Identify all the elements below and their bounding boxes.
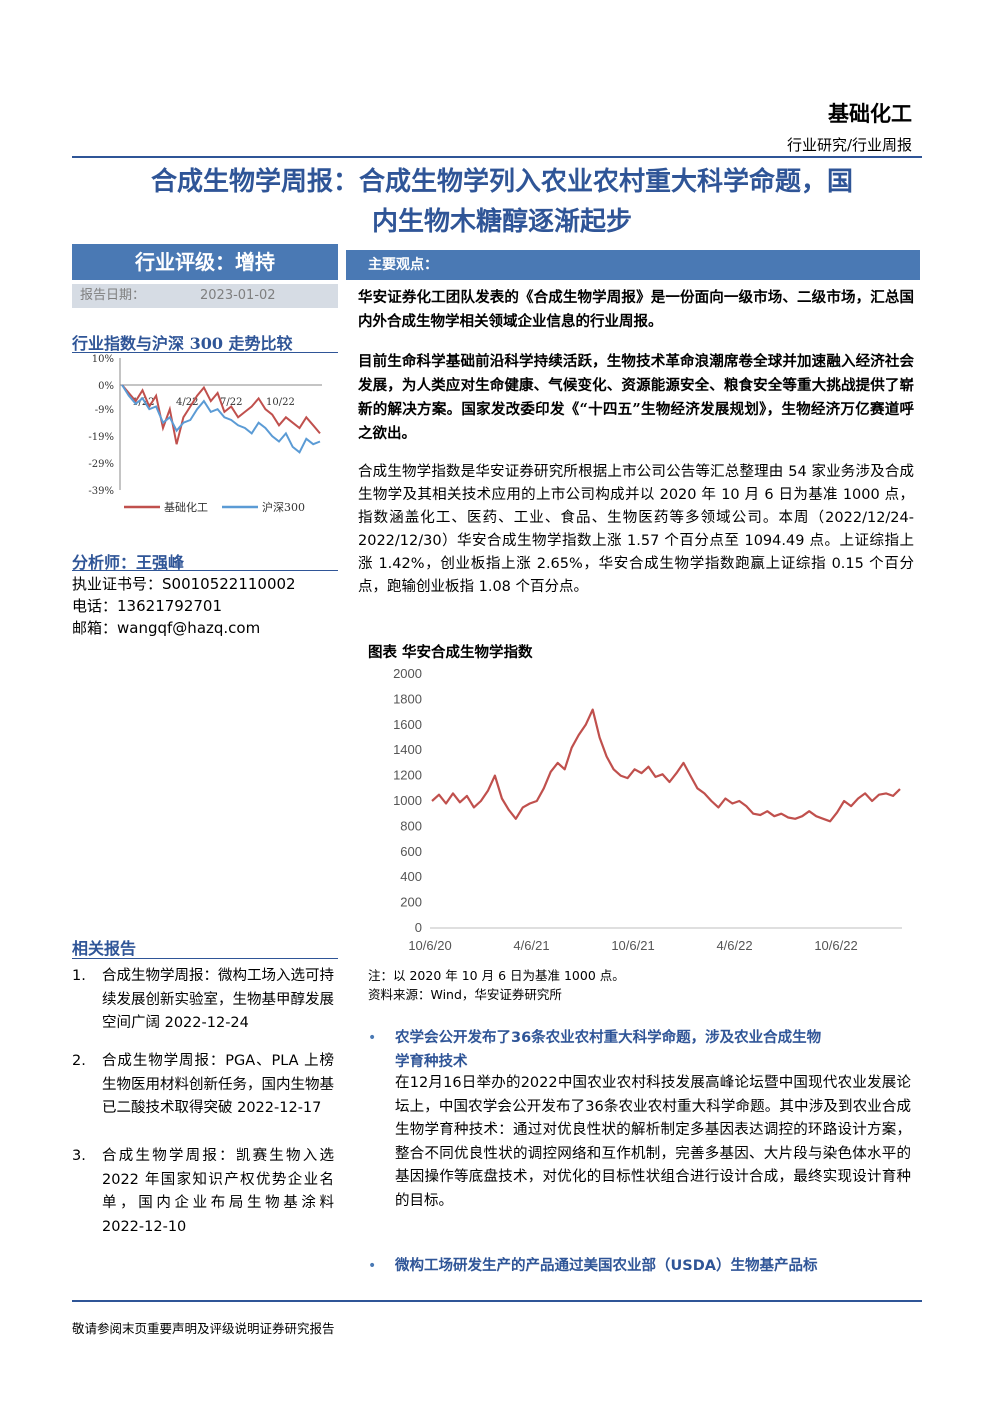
phone-row: 电话：13621792701 (72, 595, 296, 617)
y-tick-label: 1600 (393, 717, 422, 732)
y-tick-label: 1000 (393, 793, 422, 808)
industry-rating: 行业评级：增持 (72, 244, 338, 280)
x-tick-label: 4/6/21 (513, 938, 549, 953)
related-report-item[interactable]: 2. 合成生物学周报：PGA、PLA 上榜生物医用材料创新任务，国内生物基已二酸… (72, 1050, 338, 1145)
y-tick-label: 400 (400, 869, 422, 884)
related-report-item[interactable]: 1. 合成生物学周报：微构工场入选可持续发展创新实验室，生物基甲醇发展空间广阔 … (72, 965, 338, 1060)
news-1-title-line-2: 学育种技术 (395, 1054, 468, 1070)
y-tick-label: -29% (88, 459, 114, 470)
sector-name: 基础化工 (828, 101, 912, 126)
cert-value: S0010522110002 (162, 575, 296, 593)
background-paragraph: 目前生命科学基础前沿科学持续活跃，生物技术革命浪潮席卷全球并加速融入经济社会发展… (358, 353, 914, 442)
related-report-text: 合成生物学周报：微构工场入选可持续发展创新实验室，生物基甲醇发展空间广阔 202… (102, 968, 334, 1031)
y-tick-label: 0% (98, 381, 114, 392)
y-tick-label: 2000 (393, 666, 422, 681)
news-2-title: 微构工场研发生产的产品通过美国农业部（USDA）生物基产品标 (395, 1258, 818, 1274)
y-tick-label: 800 (400, 818, 422, 833)
bullet-icon: • (368, 1258, 377, 1274)
related-report-num: 1. (72, 968, 86, 984)
y-tick-label: 600 (400, 844, 422, 859)
analyst-contact: 执业证书号：S0010522110002 电话：13621792701 邮箱：w… (72, 573, 296, 639)
legend-label: 沪深300 (262, 500, 305, 514)
related-report-text: 合成生物学周报：凯赛生物入选 2022 年国家知识产权优势企业名单，国内企业布局… (102, 1148, 334, 1235)
synbio-index-chart: 0 200 400 600 800 1000 1200 1400 1600 1800 2000 10/… (393, 666, 902, 953)
y-tick-label: 200 (400, 895, 422, 910)
industry-vs-hs300-chart: 10% 0% -9% -19% -29% -39% 1/22 4/22 7/22 10/22 基础化… (88, 354, 322, 514)
related-reports-rule (72, 958, 338, 959)
report-date-value: 2023-01-02 (200, 288, 276, 303)
header-divider (72, 156, 922, 158)
series-line (431, 708, 901, 823)
x-tick-label: 10/22 (266, 397, 295, 408)
news-1-body: 在12月16日举办的2022中国农业农村科技发展高峰论坛暨中国现代农业发展论坛上… (395, 1075, 911, 1209)
series-line (121, 384, 321, 445)
x-tick-label: 10/6/21 (611, 938, 654, 953)
y-tick-label: 10% (92, 354, 114, 365)
x-tick-label: 10/6/20 (408, 938, 451, 953)
index-chart-rule (72, 352, 338, 353)
analyst-heading: 分析师：王强峰 (72, 553, 185, 572)
report-date-label: 报告日期： (80, 288, 146, 303)
title-line-1: 合成生物学周报：合成生物学列入农业农村重大科学命题，国 (150, 167, 853, 197)
related-report-num: 2. (72, 1053, 86, 1069)
email-label: 邮箱： (72, 619, 118, 637)
main-points-bar: 主要观点： (346, 250, 920, 280)
bullet-icon: • (368, 1030, 377, 1046)
figure-source: 资料来源：Wind，华安证券研究所 (368, 987, 562, 1002)
related-report-num: 3. (72, 1148, 86, 1164)
cert-label: 执业证书号： (72, 575, 163, 593)
y-tick-label: 0 (415, 920, 422, 935)
x-tick-label: 10/6/22 (814, 938, 857, 953)
phone-value: 13621792701 (117, 597, 222, 615)
y-tick-label: -9% (95, 405, 114, 416)
x-tick-label: 4/6/22 (716, 938, 752, 953)
page-title: 合成生物学周报：合成生物学列入农业农村重大科学命题，国 内生物木糖醇逐渐起步 (72, 162, 932, 242)
index-paragraph: 合成生物学指数是华安证券研究所根据上市公司公告等汇总整理由 54 家业务涉及合成… (358, 464, 914, 595)
email-row: 邮箱：wangqf@hazq.com (72, 617, 296, 639)
footer-disclaimer: 敬请参阅末页重要声明及评级说明证券研究报告 (72, 1321, 335, 1336)
analyst-rule (72, 570, 338, 571)
intro-paragraph: 华安证券化工团队发表的《合成生物学周报》是一份面向一级市场、二级市场，汇总国内外… (358, 289, 914, 330)
x-tick-label: 1/22 (132, 397, 154, 408)
legend-label: 基础化工 (164, 500, 208, 514)
related-report-text: 合成生物学周报：PGA、PLA 上榜生物医用材料创新任务，国内生物基已二酸技术取… (102, 1053, 334, 1116)
x-tick-label: 4/22 (176, 397, 198, 408)
news-1-title: 农学会公开发布了36条农业农村重大科学命题，涉及农业合成生物 学育种技术 (395, 1026, 915, 1074)
figure-title: 图表 华安合成生物学指数 (368, 645, 533, 661)
series-line (121, 384, 321, 454)
report-type: 行业研究/行业周报 (786, 136, 912, 154)
index-chart-heading: 行业指数与沪深 300 走势比较 (72, 334, 293, 353)
news-1-title-line-1: 农学会公开发布了36条农业农村重大科学命题，涉及农业合成生物 (395, 1030, 822, 1046)
related-reports-heading: 相关报告 (72, 939, 137, 958)
figure-note: 注：以 2020 年 10 月 6 日为基准 1000 点。 (368, 968, 625, 983)
y-tick-label: 1400 (393, 742, 422, 757)
phone-label: 电话： (72, 597, 118, 615)
cert-row: 执业证书号：S0010522110002 (72, 573, 296, 595)
footer-divider (72, 1300, 922, 1302)
related-report-item[interactable]: 3. 合成生物学周报：凯赛生物入选 2022 年国家知识产权优势企业名单，国内企… (72, 1145, 338, 1240)
y-tick-label: 1200 (393, 768, 422, 783)
y-tick-label: -39% (88, 486, 114, 497)
x-tick-label: 7/22 (220, 397, 242, 408)
title-line-2: 内生物木糖醇逐渐起步 (371, 207, 632, 237)
main-points-label: 主要观点： (368, 257, 438, 273)
report-date: 报告日期： 2023-01-02 (72, 284, 338, 308)
y-tick-label: 1800 (393, 691, 422, 706)
y-tick-label: -19% (88, 432, 114, 443)
email-value[interactable]: wangqf@hazq.com (117, 619, 261, 637)
